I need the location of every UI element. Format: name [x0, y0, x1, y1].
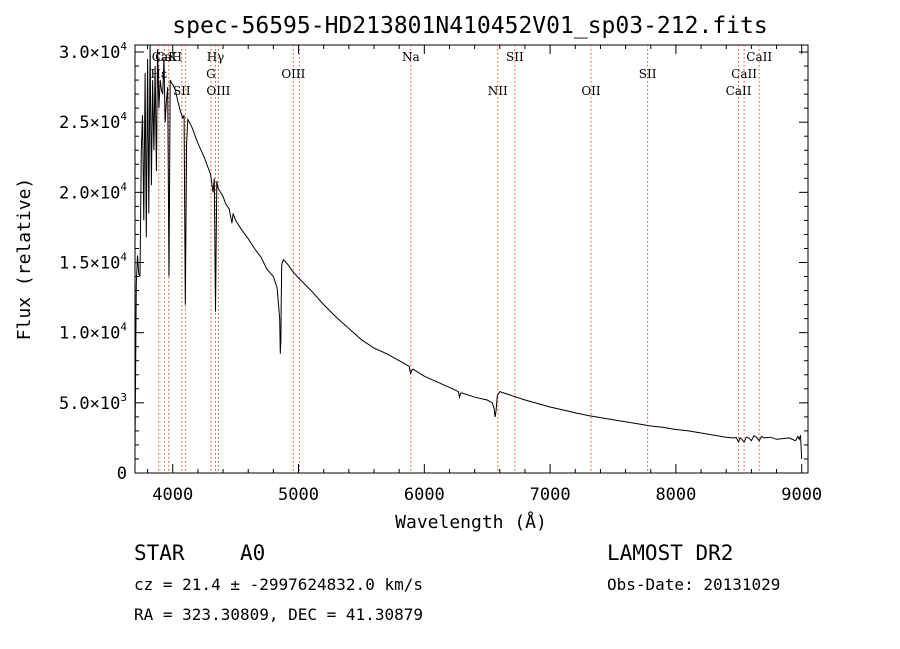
x-tick-label: 4000 [152, 485, 193, 505]
y-tick-label: 3.0×104 [59, 40, 127, 63]
y-tick-mantissa: 2.0×10 [59, 183, 120, 203]
spectral-line-label: OIII [206, 84, 230, 98]
spectral-line-label: OII [581, 84, 601, 98]
plot-frame [134, 44, 809, 474]
x-axis-label: Wavelength (Å) [395, 511, 547, 533]
y-tick-mantissa: 1.0×10 [59, 324, 120, 344]
y-tick-exponent: 4 [120, 110, 127, 123]
y-tick-label: 1.0×104 [59, 321, 127, 344]
plot-area: HεCaKCaHSIIGHγOIIIOIIINaNIISIIOIISIICaII… [59, 40, 822, 505]
spectral-line-label: Hγ [207, 50, 225, 64]
y-tick-label: 2.5×104 [59, 110, 127, 133]
object-class: STAR [134, 541, 185, 565]
spectral-line-label: OIII [281, 67, 305, 81]
spectral-line-label: SII [639, 67, 657, 81]
y-tick-exponent: 4 [120, 180, 127, 193]
spectral-line-labels: HεCaKCaHSIIGHγOIIIOIIINaNIISIIOIISIICaII… [150, 50, 772, 98]
spectral-line-label: SII [173, 84, 191, 98]
y-tick-exponent: 4 [120, 40, 127, 53]
y-tick-mantissa: 2.5×10 [59, 113, 120, 133]
spectral-line-markers [158, 45, 760, 473]
y-axis-label: Flux (relative) [14, 178, 35, 341]
y-tick-exponent: 3 [120, 391, 127, 404]
y-axis-ticks: 05.0×1031.0×1041.5×1042.0×1042.5×1043.0×… [59, 40, 808, 484]
y-tick-label: 0 [117, 464, 127, 484]
spectral-line-label: CaII [731, 67, 757, 81]
redshift-readout: cz = 21.4 ± -2997624832.0 km/s [134, 575, 423, 594]
x-tick-label: 9000 [781, 485, 822, 505]
y-tick-label: 1.5×104 [59, 251, 127, 274]
y-tick-mantissa: 3.0×10 [59, 43, 120, 63]
y-tick-exponent: 4 [120, 321, 127, 334]
y-tick-label: 2.0×104 [59, 180, 127, 203]
x-axis-ticks: 4000 5000 6000 7000 8000 9000 [147, 45, 822, 505]
spectral-line-label: SII [506, 50, 524, 64]
spectrum-series-line [134, 44, 803, 460]
y-tick-mantissa: 1.5×10 [59, 254, 120, 274]
spectral-line-label: G [206, 67, 216, 81]
spectral-line-label: Na [402, 50, 420, 64]
spectral-line-label: CaH [155, 50, 182, 64]
spectral-line-label: CaII [726, 84, 752, 98]
coordinates-readout: RA = 323.30809, DEC = 41.30879 [134, 605, 423, 624]
object-subclass: A0 [240, 541, 265, 565]
x-tick-label: 7000 [530, 485, 571, 505]
chart-title: spec-56595-HD213801N410452V01_sp03-212.f… [172, 13, 767, 39]
spectral-line-label: NII [488, 84, 508, 98]
y-tick-label: 5.0×103 [59, 391, 127, 414]
spectral-line-label: CaK [152, 50, 178, 64]
x-tick-label: 5000 [278, 485, 319, 505]
y-tick-exponent: 4 [120, 251, 127, 264]
x-tick-label: 6000 [404, 485, 445, 505]
spectral-line-label: CaII [746, 50, 772, 64]
y-tick-mantissa: 5.0×10 [59, 394, 120, 414]
y-tick-mantissa: 0 [117, 464, 127, 484]
survey-name: LAMOST DR2 [607, 541, 733, 565]
observation-date: Obs-Date: 20131029 [607, 575, 780, 594]
x-tick-label: 8000 [655, 485, 696, 505]
